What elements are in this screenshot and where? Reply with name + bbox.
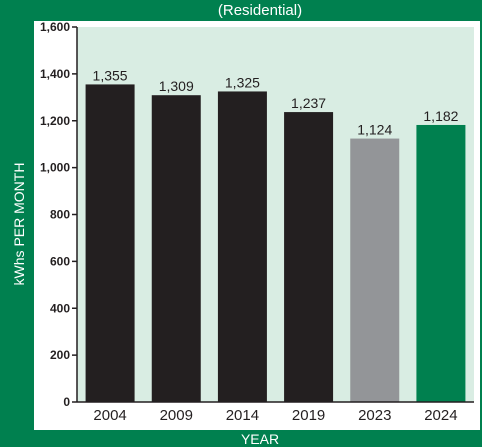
value-labels-group: 1,355 1,309 1,325 1,237 1,124 1,182 (93, 67, 459, 137)
y-tick-label-800: 800 (50, 208, 70, 222)
x-tick-label-2019: 2019 (292, 407, 325, 424)
value-label-2024: 1,182 (423, 108, 458, 124)
y-tick-label-1400: 1,400 (40, 67, 70, 81)
y-tick-label-1600: 1,600 (40, 20, 70, 34)
bar-2024 (416, 124, 466, 402)
x-tick-label-2004: 2004 (93, 407, 126, 424)
x-axis: 2004 2009 2014 2019 2023 2024 (77, 401, 474, 424)
value-label-2009: 1,309 (159, 78, 194, 94)
x-tick-label-2009: 2009 (160, 407, 193, 424)
y-tick-label-0: 0 (63, 395, 70, 409)
x-tick-label-2024: 2024 (424, 407, 457, 424)
bar-2019 (284, 112, 334, 402)
value-label-2019: 1,237 (291, 95, 326, 111)
plot-background (77, 27, 474, 402)
y-axis-label: kWhs PER MONTH (11, 162, 27, 286)
bar-2004 (85, 84, 135, 402)
chart-subtitle: (Residential) (217, 2, 303, 19)
x-tick-label-2023: 2023 (358, 407, 391, 424)
y-tick-label-200: 200 (50, 348, 70, 362)
y-axis: 0 200 400 600 800 1,000 1,200 1,400 1,600 (40, 20, 78, 409)
y-tick-label-600: 600 (50, 254, 70, 268)
y-tick-label-1000: 1,000 (40, 161, 70, 175)
bar-2014 (217, 91, 267, 402)
value-label-2014: 1,325 (225, 74, 260, 90)
bar-2009 (151, 95, 201, 402)
y-tick-label-1200: 1,200 (40, 114, 70, 128)
y-tick-label-400: 400 (50, 301, 70, 315)
value-label-2023: 1,124 (357, 122, 392, 138)
x-tick-label-2014: 2014 (226, 407, 259, 424)
bar-2023 (350, 138, 400, 402)
bars-group (85, 84, 466, 402)
x-axis-label: YEAR (240, 431, 280, 447)
value-label-2004: 1,355 (93, 67, 128, 83)
